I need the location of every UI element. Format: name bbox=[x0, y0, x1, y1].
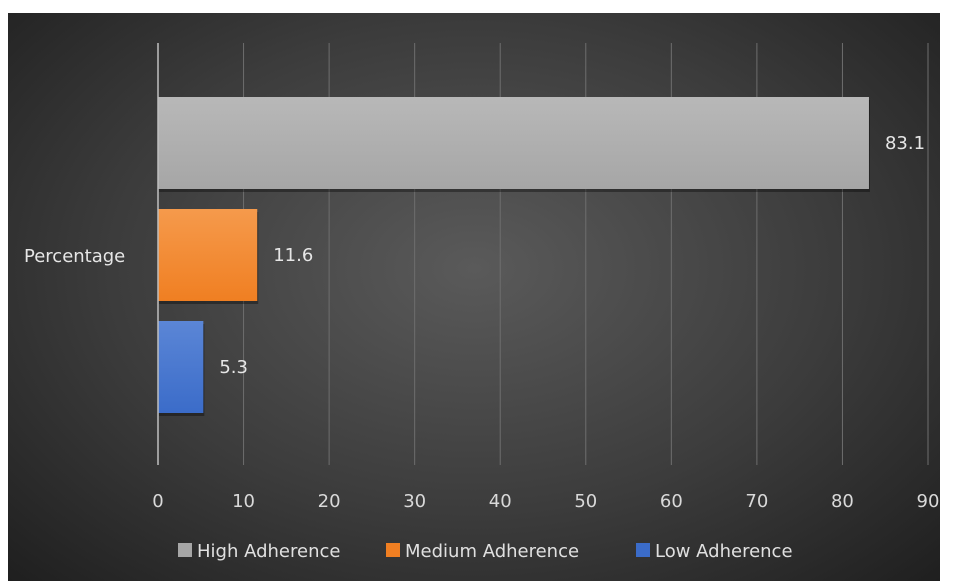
medium-adherence-bar bbox=[158, 209, 258, 301]
legend-swatch bbox=[178, 543, 192, 557]
x-tick-label: 90 bbox=[917, 491, 940, 512]
x-tick-label: 80 bbox=[831, 491, 854, 512]
legend-swatch bbox=[386, 543, 400, 557]
data-label: 11.6 bbox=[273, 245, 313, 266]
legend-swatch bbox=[636, 543, 650, 557]
high-adherence-bar bbox=[158, 97, 869, 189]
bars: 83.1 11.6 5.3 bbox=[158, 97, 925, 416]
x-tick-label: 30 bbox=[403, 491, 426, 512]
bar-chart: 83.1 11.6 5.3 0 10 20 30 40 50 60 70 80 90 Percenta… bbox=[24, 43, 939, 562]
chart-area: 83.1 11.6 5.3 0 10 20 30 40 50 60 70 80 90 Percenta… bbox=[8, 13, 940, 581]
legend-label: Low Adherence bbox=[655, 541, 793, 562]
x-tick-label: 20 bbox=[318, 491, 341, 512]
x-tick-label: 50 bbox=[574, 491, 597, 512]
x-tick-label: 70 bbox=[745, 491, 768, 512]
x-tick-label: 60 bbox=[660, 491, 683, 512]
x-tick-label: 40 bbox=[489, 491, 512, 512]
x-tick-label: 10 bbox=[232, 491, 255, 512]
low-adherence-bar bbox=[158, 321, 204, 413]
x-tick-label: 0 bbox=[152, 491, 163, 512]
data-label: 5.3 bbox=[219, 357, 248, 378]
legend: High Adherence Medium Adherence Low Adhere… bbox=[178, 541, 793, 562]
value-axis: 0 10 20 30 40 50 60 70 80 90 bbox=[152, 43, 939, 512]
category-label: Percentage bbox=[24, 246, 125, 267]
legend-label: High Adherence bbox=[197, 541, 340, 562]
legend-label: Medium Adherence bbox=[405, 541, 579, 562]
data-label: 83.1 bbox=[885, 133, 925, 154]
